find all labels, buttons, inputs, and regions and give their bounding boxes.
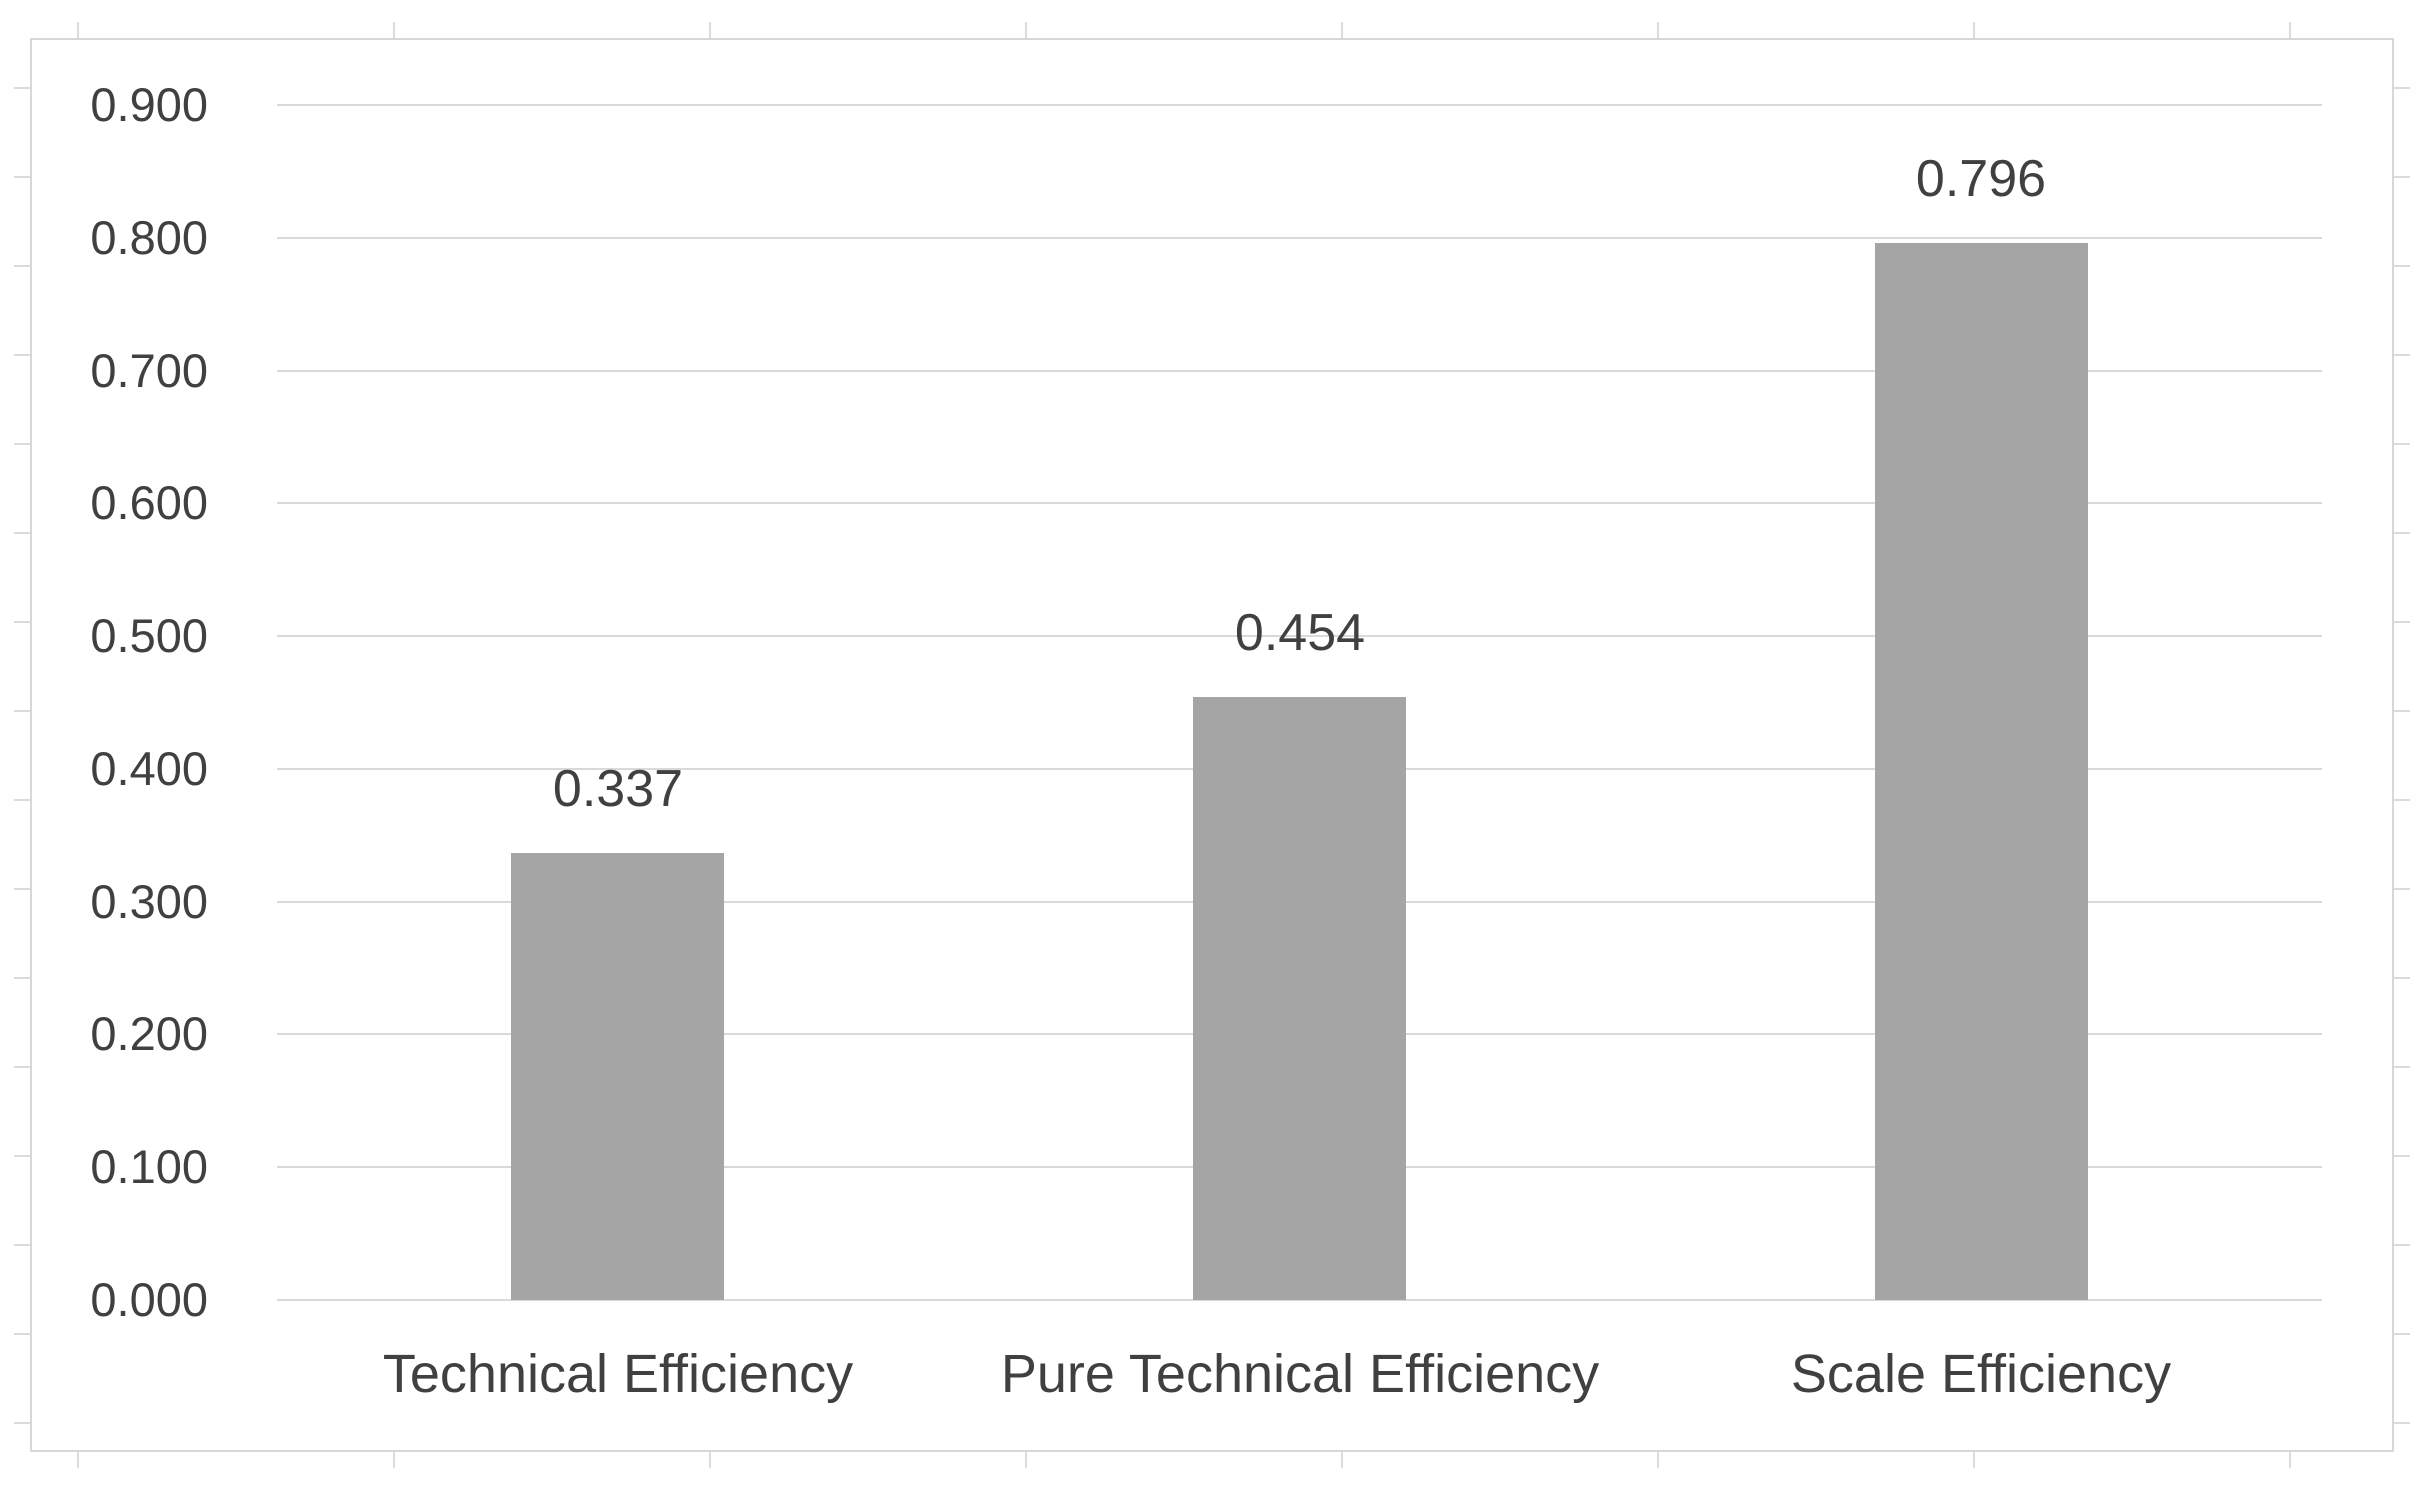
data-label-pure-technical-efficiency: 0.454: [1234, 604, 1366, 662]
spreadsheet-gridline-stub: [2394, 87, 2410, 89]
spreadsheet-gridline-stub: [2394, 888, 2410, 890]
y-axis-tick-label: 0.400: [90, 742, 208, 795]
y-axis-tick-label: 0.800: [90, 211, 208, 264]
y-axis-tick-label: 0.300: [90, 875, 208, 928]
spreadsheet-gridline-stub: [709, 22, 711, 38]
spreadsheet-gridline-stub: [1341, 22, 1343, 38]
spreadsheet-gridline-stub: [2394, 532, 2410, 534]
spreadsheet-gridline-stub: [2394, 1333, 2410, 1335]
spreadsheet-gridline-stub: [14, 265, 30, 267]
bar-pure-technical-efficiency: [1193, 697, 1406, 1300]
y-gridline: [277, 502, 2322, 504]
x-axis-line: [277, 1299, 2322, 1301]
spreadsheet-gridline-stub: [14, 1244, 30, 1246]
spreadsheet-gridline-stub: [14, 176, 30, 178]
spreadsheet-gridline-stub: [14, 532, 30, 534]
spreadsheet-gridline-stub: [14, 621, 30, 623]
y-gridline: [277, 370, 2322, 372]
spreadsheet-gridline-stub: [14, 354, 30, 356]
spreadsheet-gridline-stub: [1973, 22, 1975, 38]
spreadsheet-gridline-stub: [709, 1452, 711, 1468]
spreadsheet-gridline-stub: [393, 22, 395, 38]
spreadsheet-gridline-stub: [2394, 710, 2410, 712]
y-axis-tick-label: 0.100: [90, 1140, 208, 1193]
y-axis-tick-label: 0.000: [90, 1273, 208, 1326]
spreadsheet-gridline-stub: [2394, 443, 2410, 445]
spreadsheet-gridline-stub: [14, 888, 30, 890]
spreadsheet-gridline-stub: [14, 1422, 30, 1424]
spreadsheet-gridline-stub: [14, 443, 30, 445]
spreadsheet-gridline-stub: [1973, 1452, 1975, 1468]
y-axis-tick-label: 0.500: [90, 609, 208, 662]
spreadsheet-gridline-stub: [2394, 1155, 2410, 1157]
x-axis-category-label-scale-efficiency: Scale Efficiency: [1790, 1344, 2172, 1404]
data-label-scale-efficiency: 0.796: [1915, 150, 2047, 208]
spreadsheet-gridline-stub: [2394, 265, 2410, 267]
spreadsheet-gridline-stub: [1657, 22, 1659, 38]
spreadsheet-gridline-stub: [2394, 621, 2410, 623]
spreadsheet-gridline-stub: [14, 1155, 30, 1157]
y-axis-tick-label: 0.200: [90, 1007, 208, 1060]
y-axis-tick-label: 0.600: [90, 476, 208, 529]
bar-technical-efficiency: [511, 853, 724, 1300]
spreadsheet-gridline-stub: [14, 799, 30, 801]
bar-scale-efficiency: [1875, 243, 2088, 1300]
spreadsheet-gridline-stub: [1341, 1452, 1343, 1468]
spreadsheet-gridline-stub: [2289, 22, 2291, 38]
spreadsheet-gridline-stub: [1657, 1452, 1659, 1468]
data-label-technical-efficiency: 0.337: [552, 760, 684, 818]
spreadsheet-gridline-stub: [2394, 799, 2410, 801]
spreadsheet-gridline-stub: [14, 977, 30, 979]
spreadsheet-gridline-stub: [77, 22, 79, 38]
spreadsheet-gridline-stub: [393, 1452, 395, 1468]
spreadsheet-gridline-stub: [14, 1066, 30, 1068]
y-gridline: [277, 237, 2322, 239]
spreadsheet-gridline-stub: [2394, 176, 2410, 178]
spreadsheet-gridline-stub: [2394, 354, 2410, 356]
y-gridline: [277, 104, 2322, 106]
spreadsheet-gridline-stub: [14, 1333, 30, 1335]
y-axis-tick-label: 0.900: [90, 78, 208, 131]
y-gridline: [277, 635, 2322, 637]
spreadsheet-gridline-stub: [2394, 1422, 2410, 1424]
spreadsheet-gridline-stub: [14, 87, 30, 89]
spreadsheet-gridline-stub: [14, 710, 30, 712]
y-axis-tick-label: 0.700: [90, 344, 208, 397]
x-axis-category-label-technical-efficiency: Technical Efficiency: [382, 1344, 854, 1404]
spreadsheet-gridline-stub: [2394, 1066, 2410, 1068]
x-axis-category-label-pure-technical-efficiency: Pure Technical Efficiency: [1000, 1344, 1600, 1404]
spreadsheet-gridline-stub: [2289, 1452, 2291, 1468]
spreadsheet-gridline-stub: [1025, 1452, 1027, 1468]
spreadsheet-gridline-stub: [1025, 22, 1027, 38]
spreadsheet-gridline-stub: [2394, 977, 2410, 979]
spreadsheet-gridline-stub: [77, 1452, 79, 1468]
spreadsheet-gridline-stub: [2394, 1244, 2410, 1246]
